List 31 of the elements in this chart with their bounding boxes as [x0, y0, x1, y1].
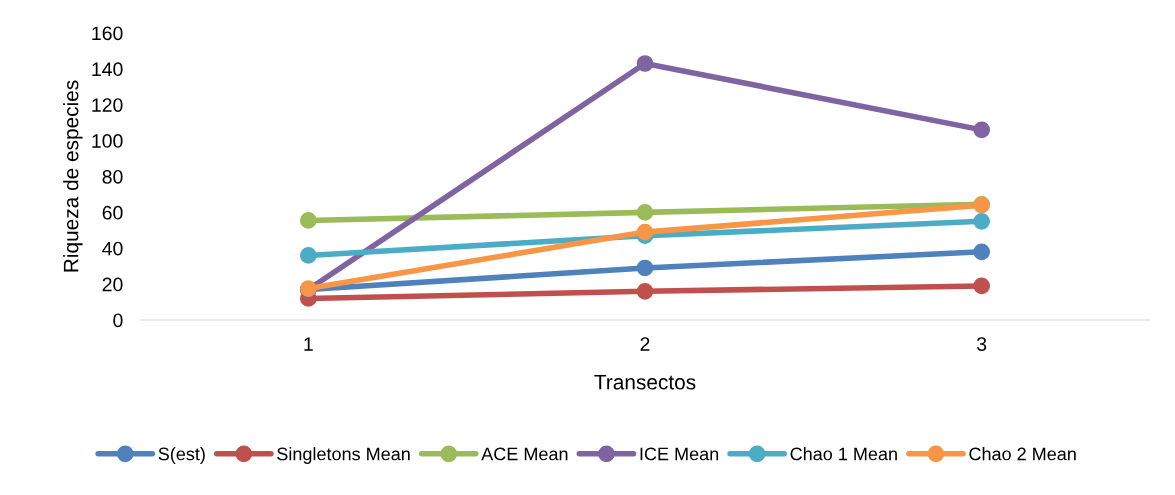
y-tick-label: 0: [113, 313, 123, 328]
point: [636, 282, 654, 300]
x-tick-label: 2: [640, 337, 650, 351]
x-axis-title: Transectos: [594, 375, 696, 390]
point: [636, 223, 654, 241]
y-tick-label: 140: [92, 62, 123, 77]
x-tick-label: 1: [304, 337, 313, 351]
y-axis-title: Riqueza de especies: [63, 80, 83, 272]
legend-label: S(est): [158, 447, 205, 464]
y-tick-label: 80: [102, 169, 123, 184]
point: [973, 121, 991, 139]
point: [973, 243, 991, 261]
point: [636, 204, 654, 221]
legend-label: ACE Mean: [481, 447, 568, 461]
x-tick-label: 3: [977, 337, 987, 351]
point: [973, 213, 991, 230]
point: [299, 212, 317, 229]
legend-label: ICE Mean: [640, 447, 719, 461]
y-tick-label: 20: [102, 277, 123, 292]
legend-label: Chao 2 Mean: [969, 447, 1076, 461]
point: [636, 259, 654, 277]
point: [299, 247, 317, 264]
point: [973, 277, 991, 295]
legend-label: Singletons Mean: [277, 447, 410, 464]
legend-label: Chao 1 Mean: [790, 447, 897, 461]
point: [636, 55, 654, 72]
y-tick-label: 40: [102, 241, 123, 256]
y-tick-label: 120: [92, 98, 123, 112]
y-tick-label: 60: [102, 205, 123, 220]
y-tick-label: 160: [92, 26, 123, 41]
y-tick-label: 100: [92, 134, 123, 148]
